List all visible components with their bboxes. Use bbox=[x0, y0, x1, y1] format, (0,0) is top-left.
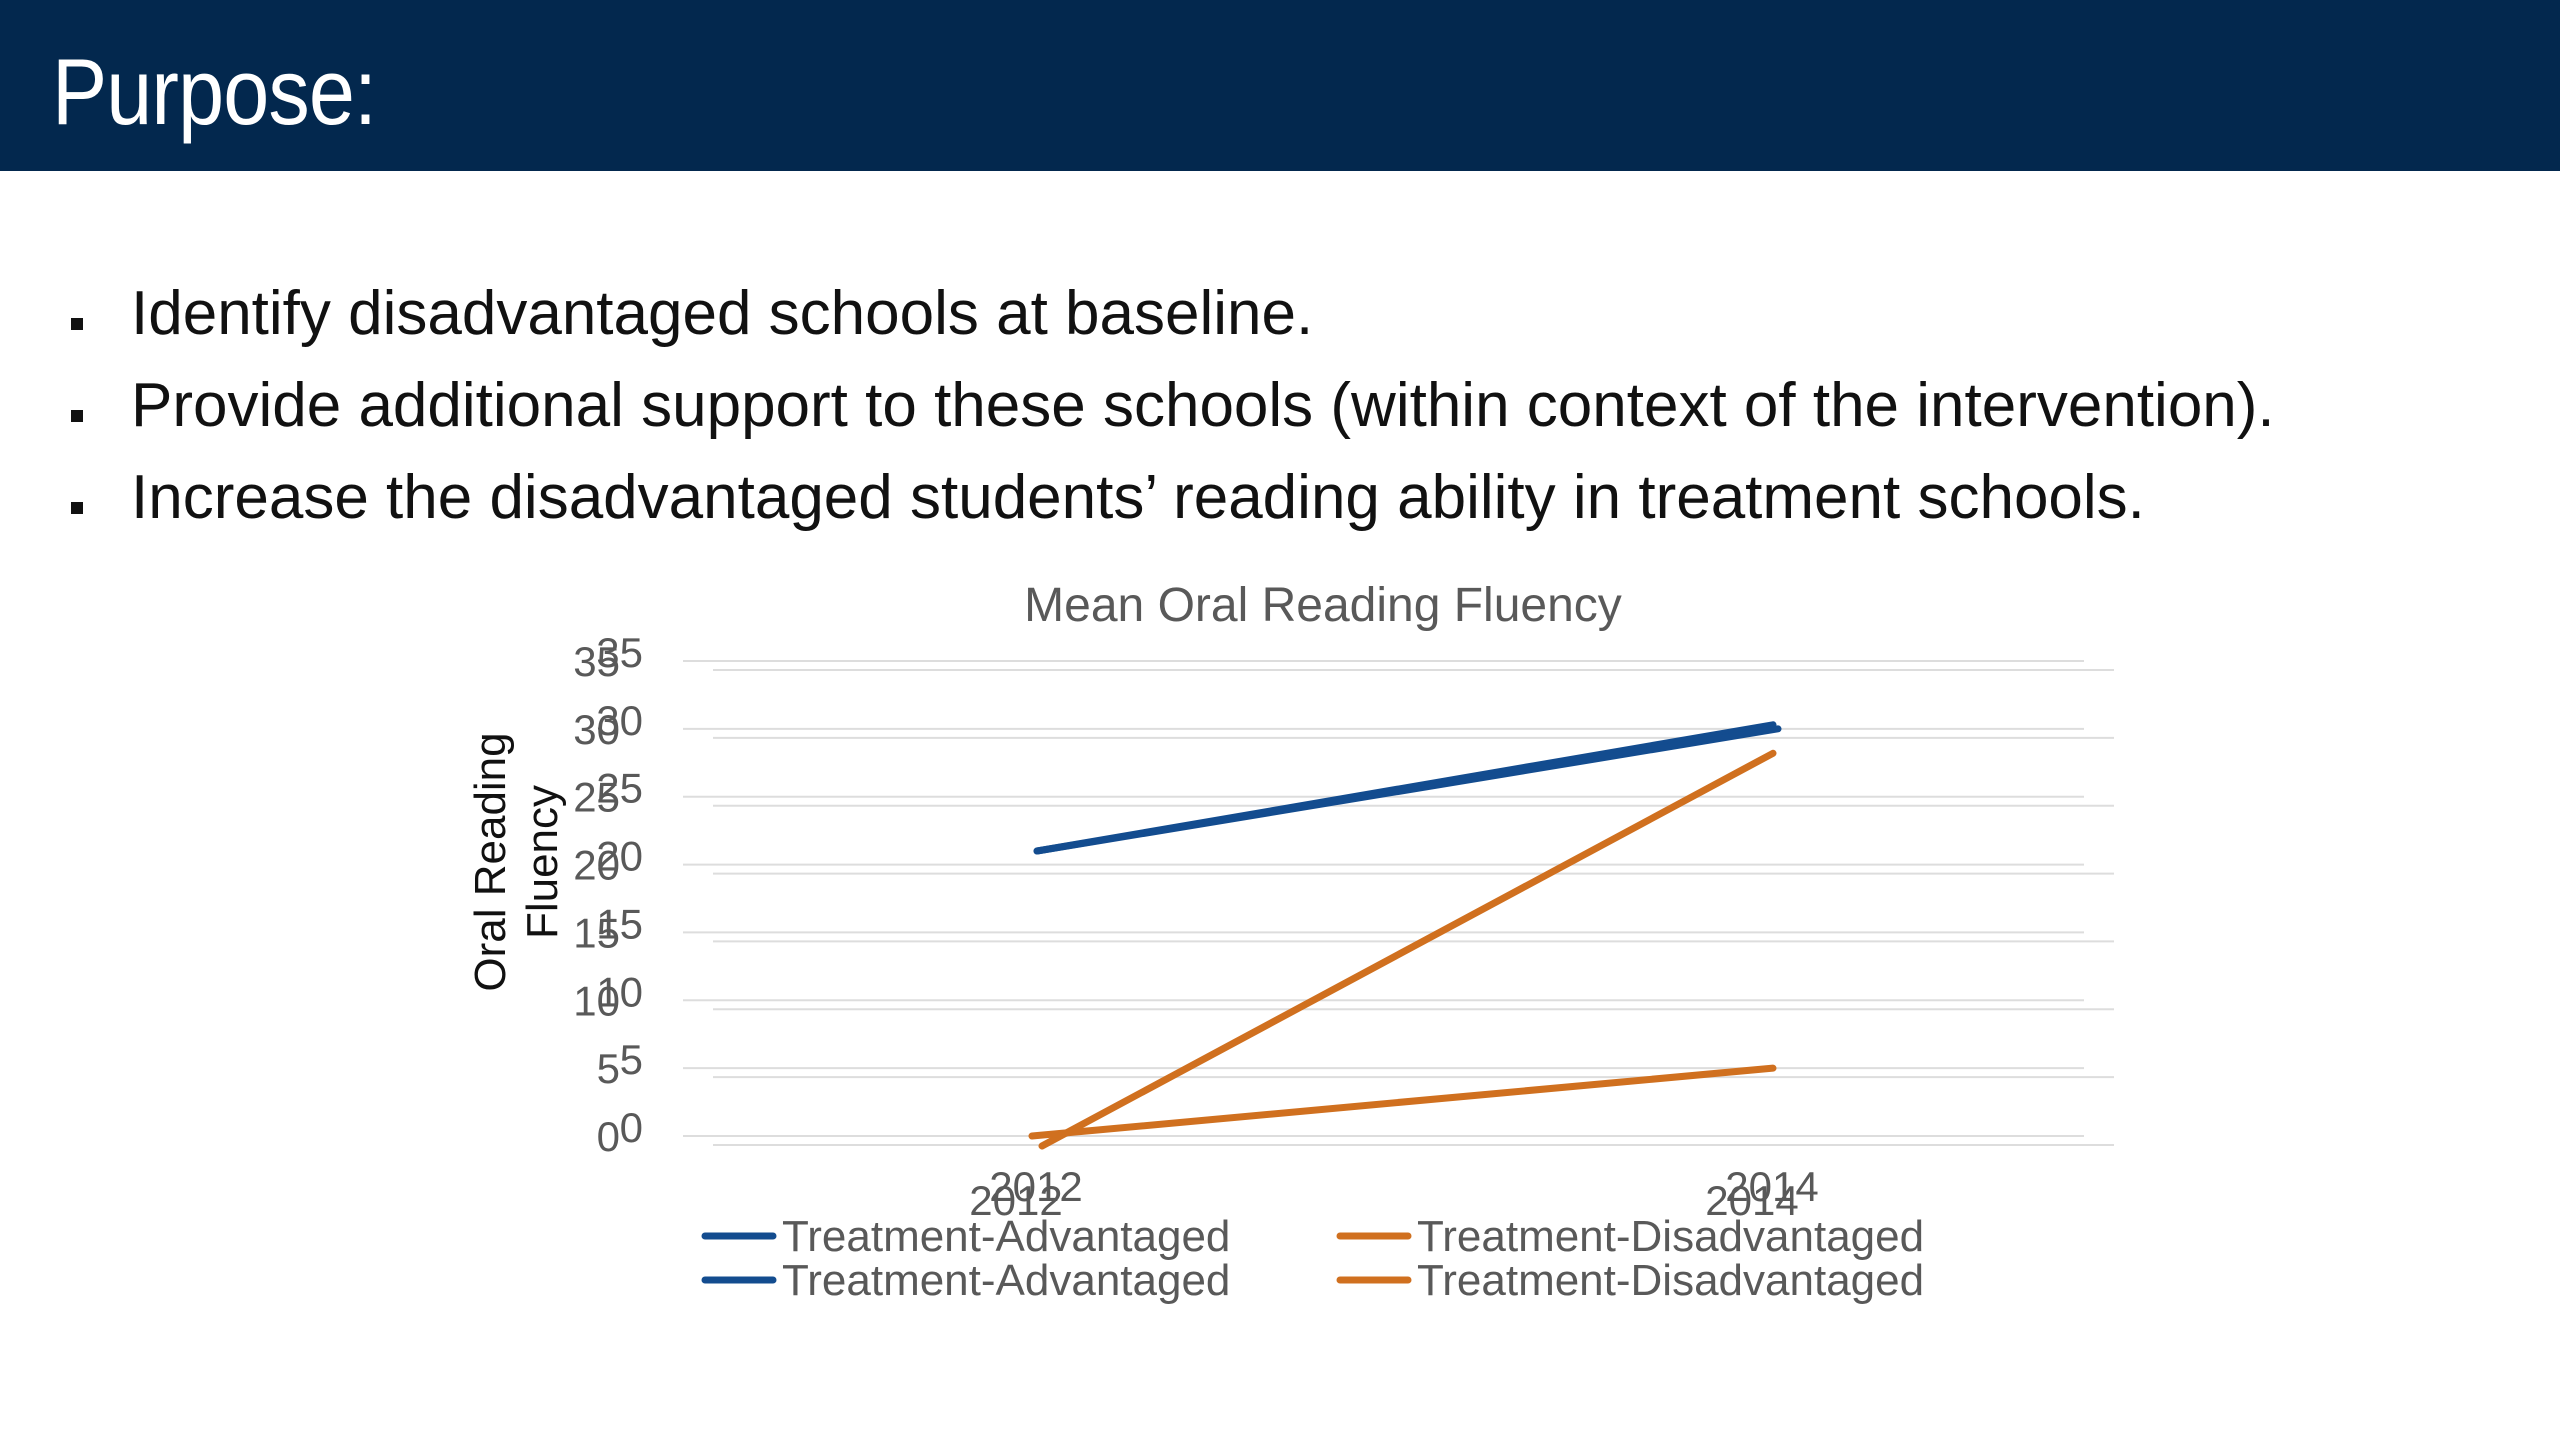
legend-label: Treatment-Disadvantaged bbox=[1417, 1256, 1924, 1305]
chart-title: Mean Oral Reading Fluency bbox=[1024, 579, 1622, 632]
y-tick-label: 5 bbox=[620, 1036, 643, 1083]
bullet-square-icon bbox=[71, 410, 83, 422]
bullet-item: Increase the disadvantaged students’ rea… bbox=[0, 462, 2500, 542]
bullet-item: Identify disadvantaged schools at baseli… bbox=[0, 278, 2500, 358]
slide-title: Purpose: bbox=[52, 39, 377, 144]
y-tick-label: 30 bbox=[596, 697, 643, 744]
y-tick-label: 0 bbox=[597, 1113, 620, 1160]
y-tick-label: 25 bbox=[596, 765, 643, 812]
y-tick-label: 10 bbox=[596, 968, 643, 1015]
y-tick-label: 0 bbox=[620, 1104, 643, 1151]
y-tick-label: 25 bbox=[573, 774, 620, 821]
y-axis-title-line: Oral Reading bbox=[466, 732, 515, 991]
y-tick-label: 35 bbox=[596, 629, 643, 676]
y-tick-label: 20 bbox=[573, 842, 620, 889]
bullet-text: Increase the disadvantaged students’ rea… bbox=[131, 463, 2145, 532]
series-layer bbox=[1028, 721, 1782, 1150]
bullet-square-icon bbox=[71, 318, 83, 330]
series-line bbox=[1028, 1064, 1777, 1140]
legend-label: Treatment-Disadvantaged bbox=[1417, 1212, 1924, 1261]
series-line bbox=[1038, 749, 1777, 1150]
slide-title-bar: Purpose: bbox=[0, 0, 2560, 171]
legend-label: Treatment-Advantaged bbox=[782, 1212, 1230, 1261]
x-tick-label: 2014 bbox=[1725, 1163, 1818, 1210]
y-axis-title: Oral ReadingFluency bbox=[466, 732, 567, 991]
legend: Treatment-Advantaged Treatment-Disadvanta… bbox=[701, 1212, 1924, 1305]
bullet-text: Identify disadvantaged schools at baseli… bbox=[131, 279, 1314, 348]
y-tick-label: 15 bbox=[596, 900, 643, 947]
x-tick-label: 2012 bbox=[969, 1177, 1062, 1224]
x-tick-label: 2012 bbox=[989, 1163, 1082, 1210]
bullet-square-icon bbox=[71, 502, 83, 514]
y-tick-label: 5 bbox=[597, 1045, 620, 1092]
legend-label: Treatment-Advantaged bbox=[782, 1256, 1230, 1305]
y-tick-label: 30 bbox=[573, 706, 620, 753]
x-tick-label: 2014 bbox=[1705, 1177, 1798, 1224]
y-tick-label: 15 bbox=[573, 909, 620, 956]
grid-layer bbox=[683, 660, 2114, 1146]
y-axis-title-line: Fluency bbox=[518, 785, 567, 939]
y-tick-label: 10 bbox=[573, 977, 620, 1024]
bullet-text: Provide additional support to these scho… bbox=[131, 371, 2275, 440]
series-line bbox=[1033, 725, 1782, 855]
y-tick-label: 35 bbox=[573, 638, 620, 685]
bullet-item: Provide additional support to these scho… bbox=[0, 370, 2500, 450]
y-tick-label: 20 bbox=[596, 833, 643, 880]
